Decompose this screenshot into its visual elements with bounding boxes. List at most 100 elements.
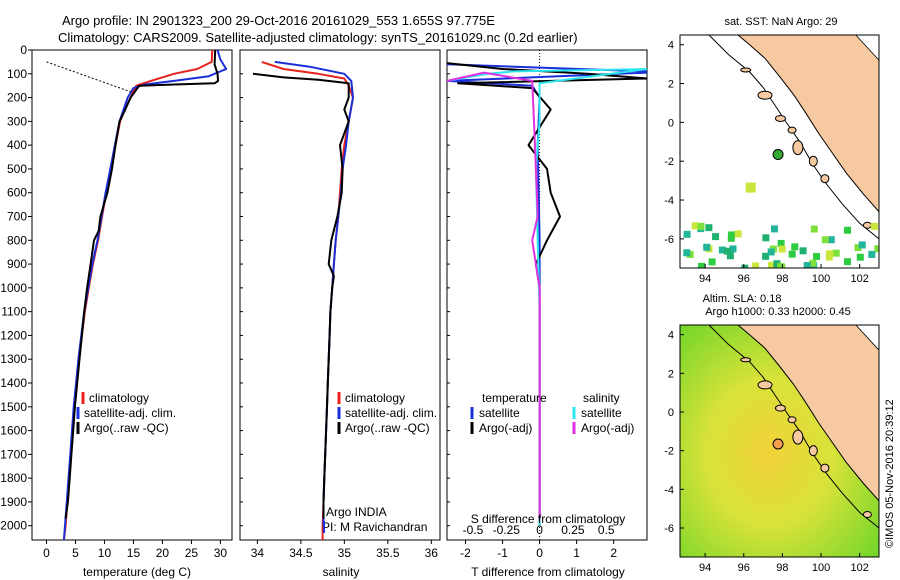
y-tick-label: 1200 [0,328,27,342]
salinity-panel: 34 34.5 35 35.5 36 [239,49,441,560]
y-tick-label: 100 [7,67,27,81]
sst-pixel [705,224,713,232]
y-tick-label: 300 [7,114,27,128]
sumatra-land [737,325,879,502]
x-tick-label: 36 [425,546,439,560]
sst-pixel [777,239,785,247]
x-tick-label: 0 [536,546,543,560]
map-x-tick-label: 96 [738,562,750,574]
sst-pixel [703,243,711,251]
map-x-tick-label: 98 [776,273,788,285]
map-x-tick-label: 94 [699,273,711,285]
difference-legend: temperature satellite Argo(-adj) salinit… [470,391,634,435]
sst-pixel [752,262,760,268]
island [740,357,752,363]
legend-climatology: climatology [345,391,405,405]
island [757,90,773,100]
y-tick-label: 1300 [0,352,27,366]
sla-map-panel: 94 96 98 100 102 4 2 0 -2 -4 -6 [664,324,880,574]
y-tick-label: 1100 [1,305,27,319]
series-line-argo-adj- [447,71,541,519]
sst-pixel [683,249,691,257]
legend-t-satellite: satellite [479,406,520,420]
sst-pixel [821,236,829,244]
island [787,126,797,134]
y-tick-label: 0 [20,43,27,57]
imos-credit: ©IMOS 05-Nov-2016 20:39:12 [884,399,896,548]
sst-pixel [858,241,866,249]
legend-argo: Argo(..raw -QC) [345,421,430,435]
y-tick-label: 1600 [0,424,27,438]
y-tick-label: 400 [7,138,27,152]
legend-satellite: satellite-adj. clim. [84,406,176,420]
island [820,174,830,184]
sst-pixel [712,233,720,241]
header-line-2: Climatology: CARS2009. Satellite-adjuste… [58,30,578,45]
sst-pixel [768,261,776,268]
y-tick-label: 200 [7,91,27,105]
map-x-tick-label: 100 [812,273,830,285]
map-x-tick-label: 94 [699,562,711,574]
map-y-tick-label: -2 [664,156,674,168]
sst-pixel [809,259,817,267]
island [757,380,773,390]
map-x-tick-label: 96 [738,273,750,285]
island [808,155,818,167]
sst-pixel [868,250,876,258]
map-x-tick-label: 102 [850,562,868,574]
island [808,445,818,457]
sst-pixel [698,262,706,268]
s-tick-label: 0.25 [561,523,585,537]
sst-pixel [734,230,742,238]
sst-pixel [788,250,796,258]
sst-pixel [762,252,770,260]
map-x-tick-label: 100 [812,562,830,574]
sst-pixel [826,250,834,258]
sst-pixel [799,247,807,255]
island [862,510,872,518]
series-line-argo-raw-qc- [252,72,350,519]
sst-pixel [741,264,749,268]
y-tick-label: 1900 [0,495,27,509]
x-tick-label: 25 [185,546,199,560]
map-x-tick-label: 102 [850,273,868,285]
sst-pixel [777,263,785,268]
island [787,416,797,424]
plot-frame [446,49,648,541]
x-tick-label: 10 [98,546,112,560]
x-tick-label: 20 [156,546,170,560]
sst-pixel [803,262,811,268]
island [774,114,786,122]
plot-frame [31,49,233,541]
sst-pixel [773,260,781,268]
sst-pixel [708,258,716,266]
x-tick-label: 35.5 [376,546,400,560]
sst-pixel [697,222,705,230]
x-tick-label: 1 [573,546,580,560]
legend-temperature-heading: temperature [482,391,547,405]
sst-pixel [791,243,799,251]
y-tick-label: 2000 [0,519,27,533]
map-y-tick-label: -4 [664,195,674,207]
s-tick-label: 0 [536,523,543,537]
sst-pixel [691,222,699,230]
y-tick-label: 600 [7,186,27,200]
sst-pixel [874,245,879,253]
x-tick-label: 5 [72,546,79,560]
map-y-tick-label: -6 [664,234,674,246]
y-tick-label: 500 [7,162,27,176]
s-tick-label: -0.5 [463,523,484,537]
sumatra-land [737,35,879,213]
sst-map-title: sat. SST: NaN Argo: 29 [724,16,837,28]
x-tick-label: -1 [497,546,508,560]
pi-label: PI: M Ravichandran [322,520,427,534]
sst-pixel [762,234,770,242]
legend-satellite: satellite-adj. clim. [345,406,437,420]
island [740,67,752,73]
sst-map-panel: 94 96 98 100 102 4 2 0 -2 -4 -6 [664,34,880,285]
malacca-strait [855,35,879,61]
island [774,404,786,412]
x-tick-label: 35 [338,546,352,560]
x-tick-label: 34.5 [289,546,313,560]
s-tick-label: -0.25 [493,523,521,537]
